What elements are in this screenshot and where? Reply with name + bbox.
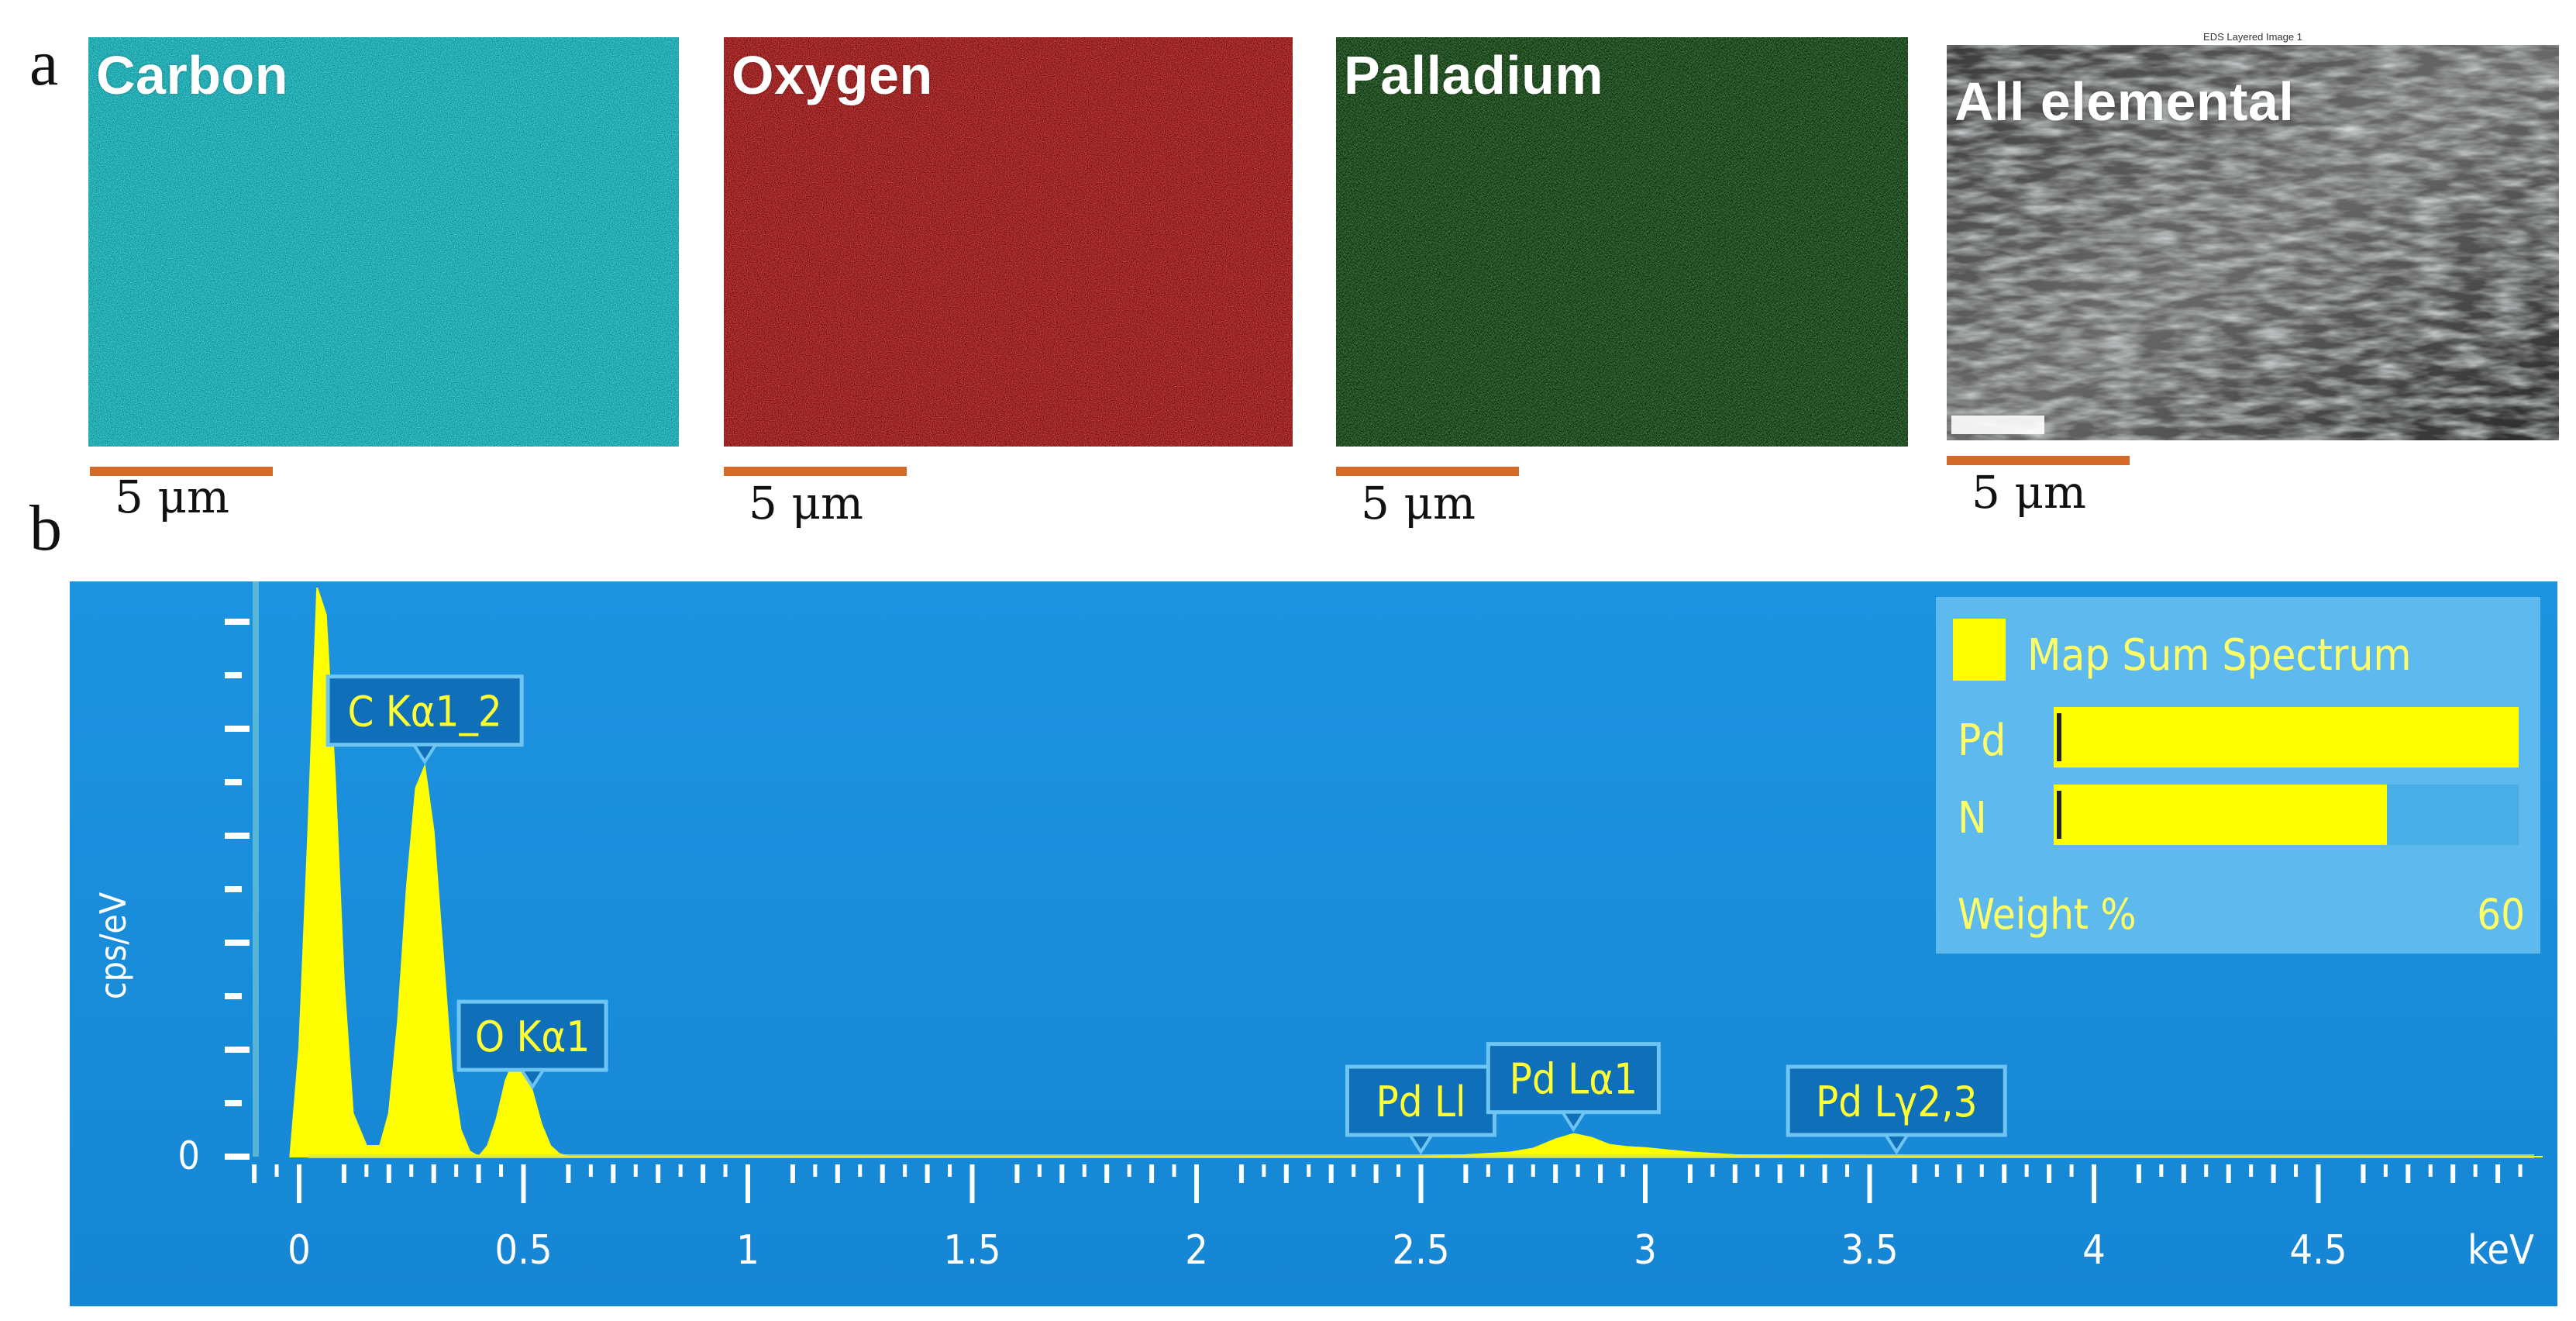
- annotation-label: Pd Ll: [1376, 1078, 1465, 1126]
- y-tick-label-0: 0: [177, 1133, 200, 1178]
- annotation-pointer: [1882, 1133, 1910, 1155]
- palladium-scale-text: 5 μm: [1361, 477, 1476, 529]
- legend-title: Map Sum Spectrum: [2027, 630, 2412, 681]
- oxygen-scalebar: [724, 467, 907, 476]
- legend-bar-marker: [2057, 791, 2061, 839]
- annotation-label: Pd Lα1: [1510, 1055, 1638, 1104]
- oxygen-scale-text: 5 μm: [749, 477, 864, 529]
- peak-annotation: Pd Lα1: [1486, 1042, 1661, 1133]
- annotation-box: [1786, 1064, 2007, 1137]
- spectrum-baseline: [308, 1154, 2534, 1158]
- x-tick-label: 3: [1634, 1227, 1657, 1274]
- x-axis: [252, 1164, 2523, 1203]
- x-tick-label: 0: [288, 1227, 311, 1274]
- eds-spectrum-chart: cps/eV 0 0 0.5 1 1.5 2 2.5 3 3.5 4 4.5 keV C Kα1_…: [70, 581, 2557, 1306]
- x-tick-label: 3.5: [1841, 1227, 1898, 1274]
- palladium-label: Palladium: [1344, 45, 1604, 105]
- spectrum-svg: cps/eV 0 0 0.5 1 1.5 2 2.5 3 3.5 4 4.5 keV C Kα1_…: [70, 581, 2557, 1306]
- annotation-pointer: [1559, 1110, 1588, 1133]
- legend-bar: [2054, 785, 2387, 845]
- spectrum-area-layer: [253, 581, 2543, 1158]
- y-axis-label: cps/eV: [92, 892, 134, 999]
- annotation-pointer: [411, 743, 439, 765]
- panel-a-letter: a: [29, 27, 59, 99]
- spectrum-left-edge: [253, 581, 259, 1157]
- x-tick-labels: 0 0.5 1 1.5 2 2.5 3 3.5 4 4.5: [288, 1227, 2347, 1274]
- legend-xlabel: Weight %: [1958, 890, 2137, 939]
- annotation-label: O Kα1: [475, 1012, 590, 1061]
- x-tick-label: 4.5: [2289, 1227, 2347, 1274]
- legend-swatch: [1953, 619, 2006, 681]
- legend-background: [1936, 597, 2540, 954]
- annotation-label: Pd Lγ2,3: [1816, 1078, 1978, 1126]
- legend-bars: Pd N: [1958, 707, 2519, 845]
- peak-annotation: O Kα1: [456, 999, 608, 1090]
- peak-annotations: C Kα1_2 O Kα1 Pd Ll Pd Lα1 Pd Lγ2,3: [325, 674, 2007, 1155]
- x-tick-label: 2.5: [1392, 1227, 1449, 1274]
- carbon-scale-text: 5 μm: [115, 471, 230, 523]
- legend: Map Sum Spectrum Pd N Weight % 60: [1936, 597, 2540, 954]
- legend-bar-marker: [2057, 713, 2061, 761]
- x-tick-label: 1: [736, 1227, 759, 1274]
- inset-title: EDS Layered Image 1: [2203, 31, 2302, 43]
- all-elemental-map: All elemental EDS Layered Image 1: [1947, 29, 2559, 440]
- oxygen-map: Oxygen: [724, 37, 1293, 447]
- annotation-label: C Kα1_2: [347, 688, 501, 736]
- annotation-pointer: [1407, 1133, 1435, 1155]
- carbon-map: Carbon: [88, 37, 679, 447]
- spectrum-area: [289, 587, 2543, 1158]
- all-elemental-label: All elemental: [1954, 71, 2295, 132]
- legend-xmax-label: 60: [2477, 890, 2525, 939]
- annotation-box: [456, 999, 608, 1072]
- x-tick-label: 4: [2082, 1227, 2106, 1274]
- x-axis-unit-label: keV: [2468, 1227, 2534, 1274]
- x-tick-label: 0.5: [494, 1227, 552, 1274]
- peak-annotation: C Kα1_2: [325, 674, 524, 765]
- palladium-map: Palladium: [1336, 37, 1908, 447]
- x-tick-label: 2: [1185, 1227, 1208, 1274]
- x-tick-label: 1.5: [943, 1227, 1000, 1274]
- all-elemental-scalebar: [1947, 456, 2130, 465]
- annotation-box: [325, 674, 524, 747]
- palladium-scalebar: [1336, 467, 1519, 476]
- panel-b-letter: b: [29, 492, 62, 564]
- legend-bar-label: N: [1958, 793, 1987, 843]
- carbon-scalebar: [90, 467, 273, 476]
- oxygen-label: Oxygen: [732, 45, 933, 105]
- annotation-pointer: [518, 1068, 546, 1090]
- y-axis-ticks: [225, 619, 250, 1160]
- legend-bar: [2054, 707, 2519, 767]
- peak-annotation: Pd Lγ2,3: [1786, 1064, 2007, 1155]
- legend-bar-label: Pd: [1958, 716, 2006, 766]
- all-elemental-scale-text: 5 μm: [1972, 466, 2087, 519]
- carbon-label: Carbon: [96, 45, 288, 105]
